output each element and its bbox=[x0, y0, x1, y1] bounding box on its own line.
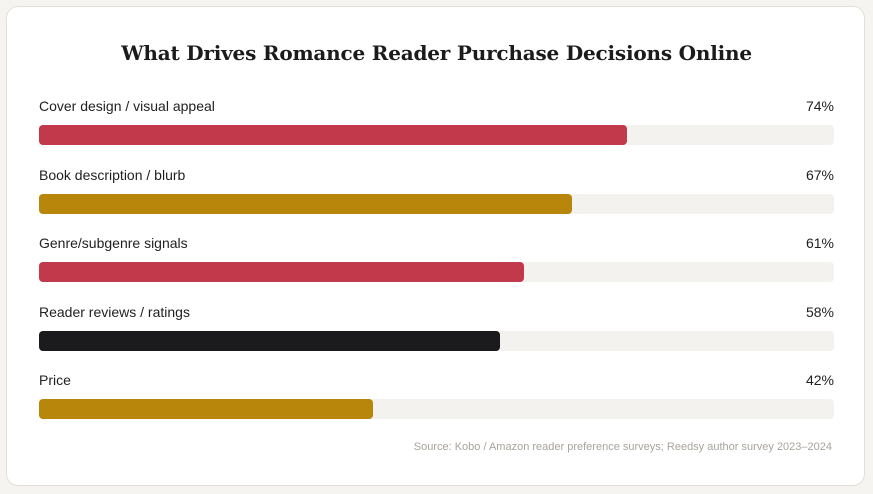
bar-label: Price bbox=[39, 372, 71, 388]
bar-row-book-description: Book description / blurb 67% bbox=[39, 166, 834, 235]
bar-row-cover-design: Cover design / visual appeal 74% bbox=[39, 97, 834, 166]
bar-value-label: 42% bbox=[805, 372, 834, 388]
bar-fill bbox=[39, 193, 572, 214]
bar-fill bbox=[39, 330, 501, 351]
bar-label: Cover design / visual appeal bbox=[39, 98, 215, 114]
bar-fill bbox=[39, 262, 524, 282]
bar-value-label: 67% bbox=[805, 166, 834, 183]
source-note: Source: Kobo / Amazon reader preference … bbox=[413, 441, 832, 453]
bar-value-label: 58% bbox=[805, 303, 834, 320]
bar-fill bbox=[39, 125, 628, 145]
chart-title: What Drives Romance Reader Purchase Deci… bbox=[121, 41, 752, 65]
bar-row-genre-signals: Genre/subgenre signals 61% bbox=[39, 234, 834, 303]
bar-row-price: Price 42% bbox=[39, 371, 834, 440]
bar-label: Genre/subgenre signals bbox=[39, 235, 188, 251]
bar-track bbox=[39, 399, 834, 419]
bar-value-label: 74% bbox=[805, 98, 834, 114]
bar-label: Book description / blurb bbox=[39, 166, 186, 183]
bar-label: Reader reviews / ratings bbox=[39, 303, 190, 320]
chart-card: What Drives Romance Reader Purchase Deci… bbox=[6, 6, 865, 486]
bar-row-reader-reviews: Reader reviews / ratings 58% bbox=[39, 303, 834, 372]
bar-rows: Cover design / visual appeal 74% Book de… bbox=[39, 97, 834, 440]
bar-track bbox=[39, 330, 834, 351]
bar-value-label: 61% bbox=[805, 235, 834, 251]
bar-fill bbox=[39, 399, 373, 419]
bar-track bbox=[39, 262, 834, 282]
bar-track bbox=[39, 193, 834, 214]
bar-track bbox=[39, 125, 834, 145]
